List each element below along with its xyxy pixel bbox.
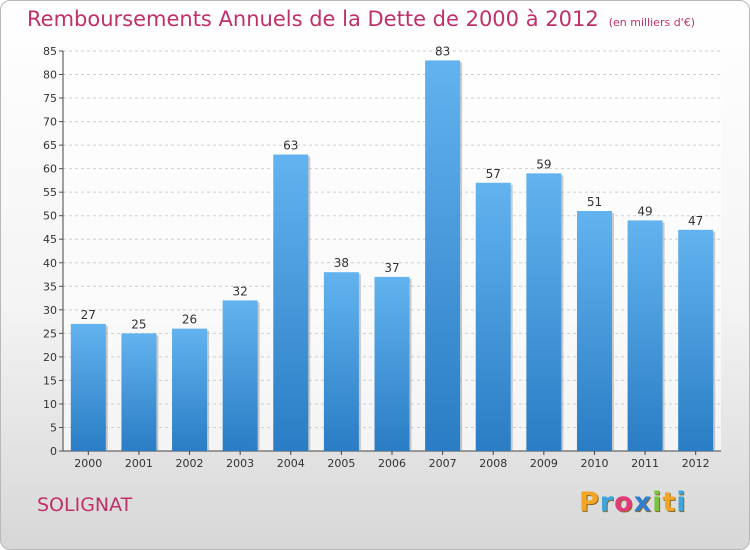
x-tick-label: 2006 (378, 457, 406, 470)
y-tick-label: 20 (43, 351, 57, 364)
data-label: 38 (334, 256, 349, 270)
bar (374, 276, 410, 451)
y-tick-label: 15 (43, 374, 57, 387)
x-tick-label: 2010 (580, 457, 608, 470)
data-label: 25 (131, 317, 146, 331)
y-tick-label: 85 (43, 45, 57, 58)
data-label: 27 (81, 308, 96, 322)
bar (70, 323, 106, 451)
data-label: 63 (283, 139, 298, 153)
y-tick-label: 55 (43, 186, 57, 199)
y-tick-label: 25 (43, 327, 57, 340)
logo-letter: t (662, 487, 677, 518)
x-tick-label: 2001 (125, 457, 153, 470)
data-label: 47 (688, 214, 703, 228)
y-tick-label: 10 (43, 398, 57, 411)
data-label: 37 (384, 261, 399, 275)
y-tick-label: 5 (50, 421, 57, 434)
data-label: 51 (587, 195, 602, 209)
bar (475, 182, 511, 451)
y-tick-label: 30 (43, 304, 57, 317)
bar (222, 300, 258, 451)
logo-letter: i (676, 487, 687, 518)
x-tick-label: 2003 (226, 457, 254, 470)
x-tick-label: 2008 (479, 457, 507, 470)
y-tick-label: 60 (43, 163, 57, 176)
y-tick-label: 35 (43, 280, 57, 293)
y-tick-label: 40 (43, 257, 57, 270)
data-label: 83 (435, 44, 450, 58)
bar (627, 220, 663, 451)
y-tick-label: 0 (50, 445, 57, 458)
y-tick-label: 70 (43, 116, 57, 129)
x-tick-label: 2007 (429, 457, 457, 470)
data-label: 57 (486, 167, 501, 181)
y-tick-label: 50 (43, 210, 57, 223)
commune-name: SOLIGNAT (37, 494, 133, 516)
bar (576, 211, 612, 451)
data-label: 49 (637, 204, 652, 218)
y-tick-label: 75 (43, 92, 57, 105)
chart-subtitle: (en milliers d'€) (608, 16, 695, 29)
x-tick-label: 2004 (277, 457, 305, 470)
x-tick-label: 2000 (74, 457, 102, 470)
x-tick-label: 2012 (682, 457, 710, 470)
logo-letter: x (633, 487, 653, 518)
y-tick-label: 80 (43, 69, 57, 82)
logo-letter: o (614, 487, 634, 518)
data-label: 32 (233, 284, 248, 298)
bar (425, 60, 461, 451)
x-tick-label: 2009 (530, 457, 558, 470)
chart-title-text: Remboursements Annuels de la Dette de 20… (27, 7, 599, 31)
bar (678, 229, 714, 451)
x-tick-label: 2002 (176, 457, 204, 470)
chart-title: Remboursements Annuels de la Dette de 20… (27, 7, 695, 31)
bar (121, 333, 157, 451)
proxiti-logo: Proxiti (579, 487, 687, 518)
y-tick-label: 65 (43, 139, 57, 152)
x-tick-label: 2011 (631, 457, 659, 470)
data-label: 26 (182, 313, 197, 327)
bar (526, 173, 562, 451)
bar (172, 328, 208, 451)
logo-letter: i (652, 487, 663, 518)
bar (273, 154, 309, 451)
data-label: 59 (536, 157, 551, 171)
logo-letter: r (599, 487, 615, 518)
y-tick-label: 45 (43, 233, 57, 246)
logo-letter: P (579, 487, 600, 518)
x-tick-label: 2005 (327, 457, 355, 470)
bar (323, 272, 359, 451)
